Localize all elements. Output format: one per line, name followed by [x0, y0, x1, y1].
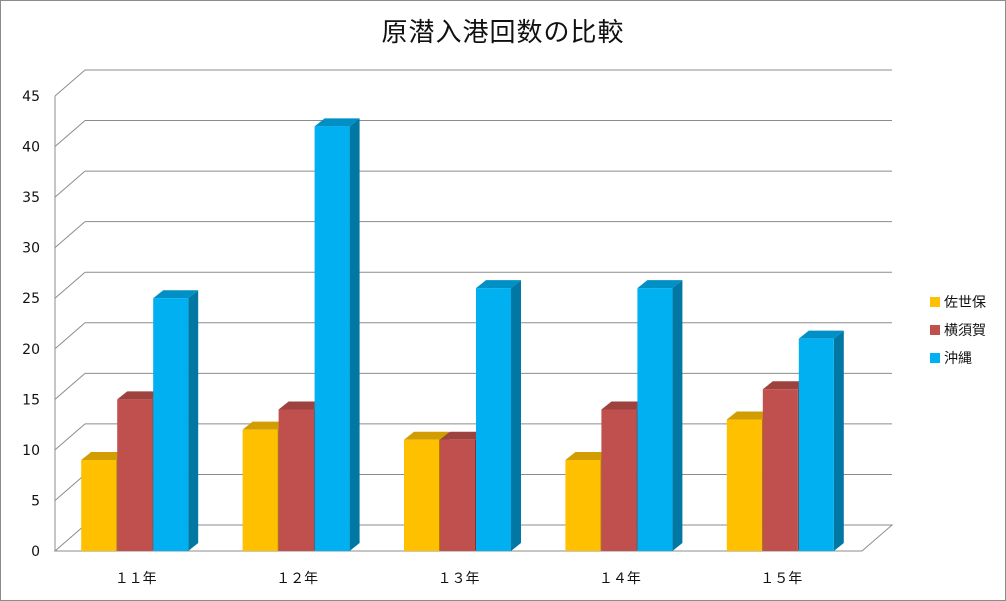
- bar-side: [833, 330, 844, 551]
- legend-label: 沖縄: [944, 351, 972, 367]
- bar: [476, 288, 511, 551]
- legend-swatch: [930, 353, 940, 363]
- bar: [762, 389, 798, 551]
- gridline-side: [54, 170, 86, 198]
- bar-top: [726, 411, 772, 420]
- bar-top: [440, 431, 485, 440]
- y-tick-label: 15: [22, 392, 40, 408]
- gridline-side: [54, 120, 86, 147]
- y-tick-label: 45: [22, 89, 40, 105]
- bar: [726, 419, 762, 551]
- bar-side: [349, 118, 360, 551]
- bar: [81, 460, 117, 551]
- y-tick-label: 35: [22, 190, 40, 206]
- legend-item-sasebo: 佐世保: [930, 288, 1000, 316]
- bar-top: [278, 401, 324, 410]
- bar-top: [637, 280, 683, 289]
- bar: [601, 409, 637, 551]
- bar-top: [565, 452, 611, 460]
- bar-top: [153, 290, 199, 299]
- y-tick-label: 30: [22, 241, 40, 257]
- y-tick-label: 20: [22, 342, 40, 358]
- legend-label: 横須賀: [944, 323, 986, 339]
- bar-top: [601, 401, 647, 410]
- gridline-side: [54, 423, 86, 451]
- x-tick-label: １１年: [115, 571, 157, 587]
- bar-top: [117, 391, 163, 400]
- bar-top: [404, 431, 449, 440]
- bar-side: [188, 290, 199, 551]
- gridline-side: [54, 322, 86, 350]
- y-tick-label: 5: [31, 493, 40, 509]
- bar: [314, 126, 350, 551]
- legend-item-okinawa: 沖縄: [930, 344, 1000, 372]
- bar-top: [798, 330, 844, 339]
- gridline-side: [54, 474, 86, 501]
- bar: [798, 338, 834, 551]
- x-tick-label: １２年: [276, 571, 318, 587]
- bar: [565, 460, 601, 551]
- bar: [242, 429, 278, 551]
- y-tick-label: 25: [22, 291, 40, 307]
- y-tick-label: 40: [22, 140, 40, 156]
- x-tick-label: １５年: [760, 571, 802, 587]
- bar: [117, 399, 153, 551]
- gridline-side: [54, 221, 86, 249]
- bar-top: [762, 381, 808, 390]
- chart-title: 原潜入港回数の比較: [381, 18, 625, 48]
- bar: [440, 439, 475, 551]
- bar-top: [81, 452, 127, 460]
- legend-swatch: [930, 325, 940, 335]
- bar: [637, 288, 673, 551]
- bar: [278, 409, 314, 551]
- bar-side: [511, 280, 521, 551]
- legend-label: 佐世保: [944, 295, 986, 311]
- gridline-side: [54, 271, 86, 299]
- legend-swatch: [930, 297, 940, 307]
- bar: [404, 439, 439, 551]
- bar-top: [314, 118, 360, 127]
- bar-top: [242, 421, 288, 430]
- bar-top: [476, 280, 521, 289]
- gridline-side: [54, 69, 86, 97]
- y-tick-label: 0: [31, 544, 40, 560]
- bar: [153, 298, 189, 551]
- y-tick-label: 10: [22, 443, 40, 459]
- x-tick-label: １３年: [438, 571, 480, 587]
- legend: 佐世保 横須賀 沖縄: [930, 288, 1000, 372]
- bar-side: [672, 280, 683, 551]
- legend-item-yokosuka: 横須賀: [930, 316, 1000, 344]
- x-tick-label: １４年: [599, 571, 641, 587]
- gridline-side: [54, 372, 86, 400]
